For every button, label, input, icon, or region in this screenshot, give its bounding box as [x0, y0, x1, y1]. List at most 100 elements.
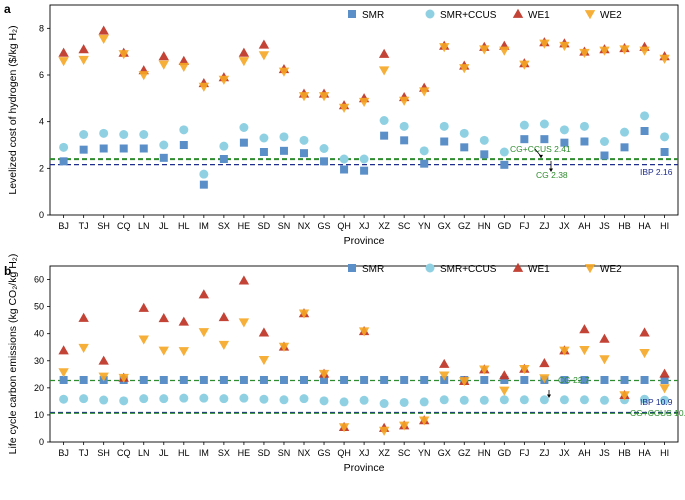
- data-point: [600, 151, 609, 160]
- data-point: [380, 375, 389, 384]
- x-tick-label: NX: [298, 221, 311, 231]
- data-point: [99, 128, 109, 138]
- x-tick-label: GD: [498, 221, 512, 231]
- data-point: [139, 144, 148, 153]
- data-point: [659, 368, 670, 378]
- data-point: [559, 41, 570, 52]
- x-tick-label: XJ: [359, 221, 370, 231]
- data-point: [198, 289, 210, 299]
- data-point: [119, 396, 129, 406]
- y-tick-label: 20: [34, 383, 44, 393]
- data-point: [179, 141, 188, 149]
- data-point: [238, 318, 250, 328]
- x-tick-label: HL: [178, 448, 190, 458]
- data-point: [59, 142, 69, 152]
- x-tick-label: GX: [438, 221, 451, 231]
- legend-label: SMR+CCUS: [440, 10, 497, 21]
- data-point: [259, 375, 268, 384]
- data-point: [359, 395, 369, 405]
- data-point: [218, 340, 230, 350]
- data-point: [278, 67, 290, 77]
- data-point: [219, 141, 229, 151]
- x-tick-label: NX: [298, 448, 311, 458]
- x-tick-label: SD: [258, 448, 271, 458]
- data-point: [239, 393, 249, 403]
- data-point: [619, 45, 630, 55]
- data-point: [139, 375, 148, 384]
- data-point: [519, 395, 529, 405]
- data-point: [339, 397, 349, 407]
- data-point: [259, 394, 269, 404]
- reference-label: CG+CCUS 10.6: [630, 408, 685, 418]
- data-point: [540, 135, 549, 144]
- data-point: [218, 311, 230, 322]
- data-point: [560, 375, 569, 384]
- data-point: [238, 47, 250, 57]
- reference-label: IBP 2.16: [640, 167, 673, 177]
- data-point: [660, 148, 669, 156]
- x-tick-label: TJ: [79, 448, 89, 458]
- data-point: [439, 121, 449, 131]
- x-tick-label: JS: [599, 221, 610, 231]
- x-tick-label: JS: [599, 448, 610, 458]
- reference-label: CG+CCUS 2.41: [510, 144, 571, 154]
- data-point: [199, 180, 208, 189]
- legend-label: WE1: [528, 10, 550, 21]
- legend-marker: [348, 264, 356, 272]
- x-tick-label: FJ: [519, 448, 529, 458]
- data-point: [459, 395, 469, 405]
- x-tick-label: CQ: [117, 448, 131, 458]
- data-point: [179, 393, 189, 403]
- data-point: [119, 130, 129, 139]
- x-tick-label: GS: [318, 221, 331, 231]
- data-point: [239, 138, 248, 147]
- data-point: [419, 146, 429, 156]
- x-tick-label: YN: [418, 448, 431, 458]
- data-point: [640, 111, 650, 121]
- data-point: [620, 375, 629, 384]
- x-tick-label: CQ: [117, 221, 131, 231]
- annotation-arrowhead: [549, 168, 553, 172]
- data-point: [279, 132, 289, 142]
- data-point: [639, 327, 650, 337]
- data-point: [579, 48, 590, 59]
- data-point: [318, 369, 330, 379]
- data-point: [359, 154, 369, 164]
- legend-marker: [348, 10, 356, 18]
- data-point: [299, 394, 309, 404]
- data-point: [279, 395, 289, 405]
- x-tick-label: GD: [498, 448, 512, 458]
- x-tick-label: ZJ: [539, 221, 549, 231]
- data-point: [640, 127, 649, 135]
- data-point: [59, 394, 69, 404]
- data-point: [378, 426, 390, 436]
- data-point: [178, 55, 190, 65]
- x-tick-label: IM: [199, 221, 209, 231]
- data-point: [300, 149, 309, 158]
- y-tick-label: 60: [34, 275, 44, 285]
- data-point: [579, 324, 590, 334]
- data-point: [499, 370, 510, 380]
- y-tick-label: 8: [39, 23, 44, 33]
- data-point: [380, 131, 389, 140]
- data-point: [320, 375, 329, 384]
- data-point: [378, 66, 390, 76]
- data-point: [360, 375, 369, 384]
- data-point: [58, 368, 69, 378]
- x-tick-label: HN: [478, 448, 491, 458]
- data-point: [519, 364, 530, 375]
- x-tick-label: SD: [258, 221, 271, 231]
- data-point: [319, 144, 329, 153]
- data-point: [460, 143, 469, 152]
- data-point: [479, 45, 490, 55]
- x-tick-label: SC: [398, 448, 411, 458]
- x-tick-label: HB: [618, 221, 631, 231]
- data-point: [279, 375, 288, 384]
- x-tick-label: HA: [638, 448, 651, 458]
- y-tick-label: 0: [39, 210, 44, 220]
- data-point: [178, 316, 190, 326]
- data-point: [499, 386, 510, 396]
- data-point: [298, 309, 310, 319]
- data-point: [379, 399, 389, 409]
- legend-marker: [584, 10, 596, 20]
